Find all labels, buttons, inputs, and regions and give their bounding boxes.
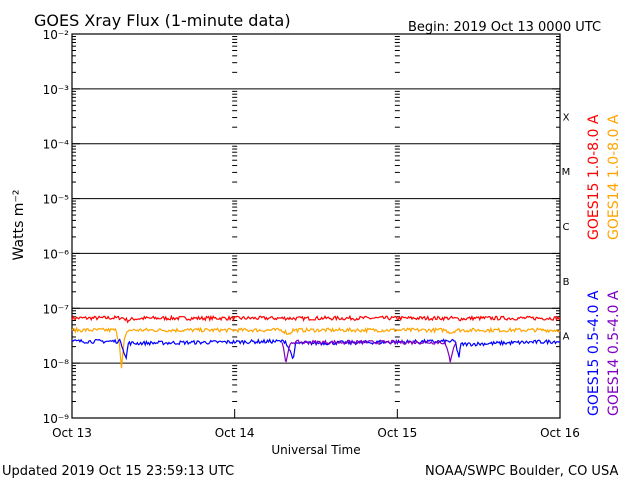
y-tick-label: 10⁻⁴ [43,138,70,152]
y-tick-label: 10⁻⁶ [43,247,70,261]
y-tick-label: 10⁻⁸ [43,357,70,371]
series-layer [71,314,561,369]
series-line [71,326,561,369]
x-tick-label: Oct 16 [540,426,580,440]
legend: GOES15 1.0-8.0 A GOES14 1.0-8.0 A GOES15 0… [586,114,622,416]
flare-class-labels: A B C M X [562,112,571,342]
gridlines [72,88,560,364]
legend-entry: GOES15 0.5-4.0 A [586,290,602,416]
y-tick-label: 10⁻² [43,28,70,42]
chart-title: GOES Xray Flux (1-minute data) [34,11,291,30]
x-tick-label: Oct 13 [52,426,92,440]
flare-class-label: A [563,332,570,343]
y-axis-ticks: 10⁻⁹ 10⁻⁸ 10⁻⁷ 10⁻⁶ 10⁻⁵ 10⁻⁴ 10⁻³ 10⁻² [43,28,560,426]
y-tick-label: 10⁻⁷ [43,302,70,316]
y-tick-label: 10⁻³ [43,83,70,97]
updated-label: Updated 2019 Oct 15 23:59:13 UTC [2,464,234,479]
legend-entry: GOES14 0.5-4.0 A [606,290,622,416]
series-line [71,314,561,324]
y-tick-label: 10⁻⁹ [43,412,70,426]
flare-class-label: M [562,167,571,178]
flare-class-label: B [563,277,570,288]
y-tick-label: 10⁻⁵ [43,193,70,207]
x-axis-ticks: Oct 13 Oct 14 Oct 15 Oct 16 [52,426,580,440]
x-tick-label: Oct 15 [377,426,417,440]
plot-frame [71,33,561,419]
legend-entry: GOES14 1.0-8.0 A [606,114,622,240]
day-dividers [232,36,400,418]
x-axis-label: Universal Time [271,443,360,457]
legend-entry: GOES15 1.0-8.0 A [586,114,602,240]
flare-class-label: C [563,222,570,233]
begin-label: Begin: 2019 Oct 13 0000 UTC [408,20,601,35]
series-line [281,338,457,363]
x-tick-label: Oct 14 [215,426,255,440]
flare-class-label: X [563,112,570,123]
y-axis-label: Watts m⁻² [11,190,27,261]
source-label: NOAA/SWPC Boulder, CO USA [425,464,618,479]
